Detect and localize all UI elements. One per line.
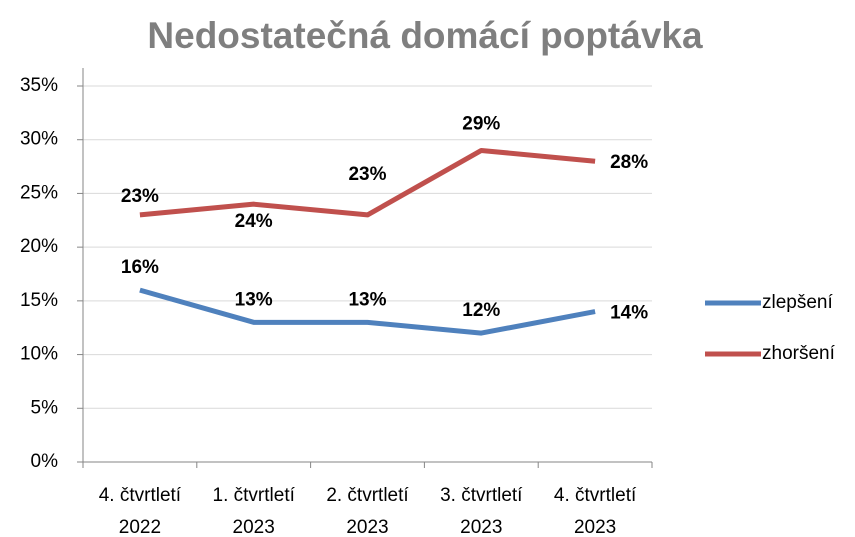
y-tick-label: 35% (20, 75, 58, 96)
value-label: 14% (610, 303, 648, 324)
x-tick-label-line: 4. čtvrtletí (554, 485, 637, 506)
value-label: 16% (121, 257, 159, 278)
x-tick-label-line: 1. čtvrtletí (213, 485, 296, 506)
y-tick-label: 25% (20, 182, 58, 203)
value-label: 13% (348, 289, 386, 310)
x-tick-label: 2. čtvrtletí 2023 (326, 485, 409, 537)
x-tick-label-line: 2022 (119, 517, 161, 537)
value-label: 29% (462, 113, 500, 134)
legend-label: zlepšení (762, 292, 833, 313)
x-tick-label: 1. čtvrtletí 2023 (213, 485, 296, 537)
x-tick-label: 3. čtvrtletí 2023 (440, 485, 523, 537)
value-label: 24% (235, 211, 273, 232)
value-label: 13% (235, 289, 273, 310)
x-tick-label-line: 2023 (233, 517, 275, 537)
x-tick-label-line: 2. čtvrtletí (326, 485, 409, 506)
series-line (139, 147, 596, 218)
y-tick-label: 0% (31, 451, 59, 472)
x-tick-label: 4. čtvrtletí 2022 (99, 485, 182, 537)
value-label: 28% (610, 152, 648, 173)
x-tick-label-line: 2023 (574, 517, 616, 537)
y-tick-label: 20% (20, 236, 58, 257)
x-tick-label: 4. čtvrtletí 2023 (554, 485, 637, 537)
value-label: 23% (121, 186, 159, 207)
value-label: 12% (462, 300, 500, 321)
y-tick-label: 5% (31, 397, 59, 418)
y-tick-label: 15% (20, 290, 58, 311)
chart-title: Nedostatečná domácí poptávka (147, 15, 703, 56)
value-label: 23% (348, 164, 386, 185)
x-tick-label-line: 2023 (460, 517, 502, 537)
y-tick-label: 30% (20, 129, 58, 150)
x-tick-label-line: 3. čtvrtletí (440, 485, 523, 506)
series-line (139, 287, 596, 336)
legend-label: zhoršení (762, 343, 836, 364)
x-tick-label-line: 4. čtvrtletí (99, 485, 182, 506)
x-tick-label-line: 2023 (346, 517, 388, 537)
y-tick-label: 10% (20, 344, 58, 365)
